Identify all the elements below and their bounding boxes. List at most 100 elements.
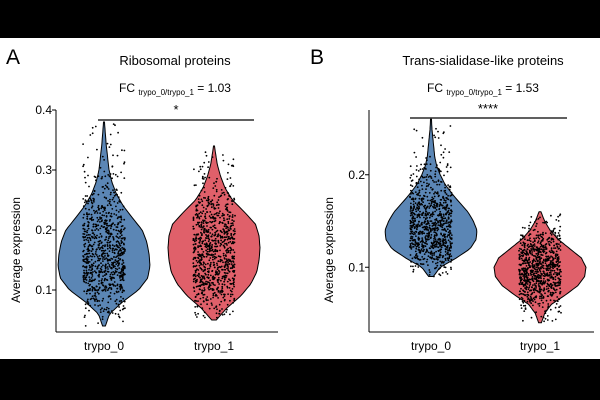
data-point xyxy=(433,258,436,261)
data-point xyxy=(527,253,530,256)
data-point xyxy=(425,168,427,170)
data-point xyxy=(196,233,198,236)
data-point xyxy=(415,243,417,245)
data-point xyxy=(421,243,423,246)
data-point xyxy=(421,199,423,202)
data-point xyxy=(522,267,525,270)
data-point xyxy=(552,240,555,243)
data-point xyxy=(522,279,525,282)
data-point xyxy=(83,201,86,204)
data-point xyxy=(112,196,115,199)
data-point xyxy=(541,233,544,236)
data-point xyxy=(94,271,97,274)
data-point xyxy=(552,292,555,294)
data-point xyxy=(203,311,206,314)
data-point xyxy=(547,303,550,305)
data-point xyxy=(222,228,225,231)
data-point xyxy=(528,258,531,261)
data-point xyxy=(232,249,235,251)
data-point xyxy=(108,211,110,214)
data-point xyxy=(217,255,220,257)
data-point xyxy=(535,296,537,299)
data-point xyxy=(99,216,101,219)
data-point xyxy=(91,205,94,208)
data-point xyxy=(418,201,421,204)
data-point xyxy=(412,219,414,222)
data-point xyxy=(444,242,447,245)
data-point xyxy=(226,209,229,212)
data-point xyxy=(423,163,426,166)
data-point xyxy=(449,249,452,252)
data-point xyxy=(218,312,221,315)
data-point xyxy=(205,222,208,225)
data-point xyxy=(205,299,208,302)
data-point xyxy=(87,241,90,244)
data-point xyxy=(105,212,108,214)
data-point xyxy=(82,198,85,200)
data-point xyxy=(198,217,201,220)
data-point xyxy=(200,221,203,224)
data-point xyxy=(205,244,208,247)
data-point xyxy=(425,260,428,263)
data-point xyxy=(92,253,95,256)
data-point xyxy=(539,262,541,265)
data-point xyxy=(524,304,527,307)
data-point xyxy=(120,242,123,245)
data-point xyxy=(91,248,94,251)
data-point xyxy=(421,188,424,191)
data-point xyxy=(535,218,538,221)
data-point xyxy=(445,220,448,223)
data-point xyxy=(438,238,441,241)
data-point xyxy=(210,213,213,216)
data-point xyxy=(92,271,94,273)
data-point xyxy=(223,245,226,248)
data-point xyxy=(413,151,416,154)
data-point xyxy=(97,175,100,178)
data-point xyxy=(545,243,548,245)
data-point xyxy=(442,207,444,210)
data-point xyxy=(110,212,113,215)
data-point xyxy=(120,296,122,298)
data-point xyxy=(429,205,432,208)
data-point xyxy=(211,269,214,272)
data-point xyxy=(109,200,111,203)
data-point xyxy=(412,173,415,175)
data-point xyxy=(207,273,210,276)
data-point xyxy=(549,308,552,311)
data-point xyxy=(94,223,97,226)
data-point xyxy=(94,298,96,301)
data-point xyxy=(88,252,91,255)
data-point xyxy=(533,298,536,301)
data-point xyxy=(192,216,195,219)
data-point xyxy=(415,210,418,213)
data-point xyxy=(451,242,453,245)
data-point xyxy=(227,268,229,270)
data-point xyxy=(536,259,539,262)
data-point xyxy=(431,246,433,249)
data-point xyxy=(211,249,213,252)
data-point xyxy=(98,287,101,289)
data-point xyxy=(223,283,226,286)
data-point xyxy=(433,275,435,278)
data-point xyxy=(82,265,84,268)
data-point xyxy=(552,287,555,290)
data-point xyxy=(412,197,414,200)
data-point xyxy=(426,212,429,215)
data-point xyxy=(449,186,452,189)
data-point xyxy=(427,251,430,254)
data-point xyxy=(533,245,536,247)
data-point xyxy=(445,240,447,243)
data-point xyxy=(421,237,424,240)
data-point xyxy=(409,239,412,242)
data-point xyxy=(87,239,89,242)
data-point xyxy=(82,205,85,208)
data-point xyxy=(112,263,115,265)
data-point xyxy=(532,300,534,302)
data-point xyxy=(232,158,235,161)
data-point xyxy=(116,189,118,192)
data-point xyxy=(86,212,88,214)
data-point xyxy=(197,269,200,271)
data-point xyxy=(204,263,207,266)
data-point xyxy=(430,204,433,207)
data-point xyxy=(194,311,197,314)
